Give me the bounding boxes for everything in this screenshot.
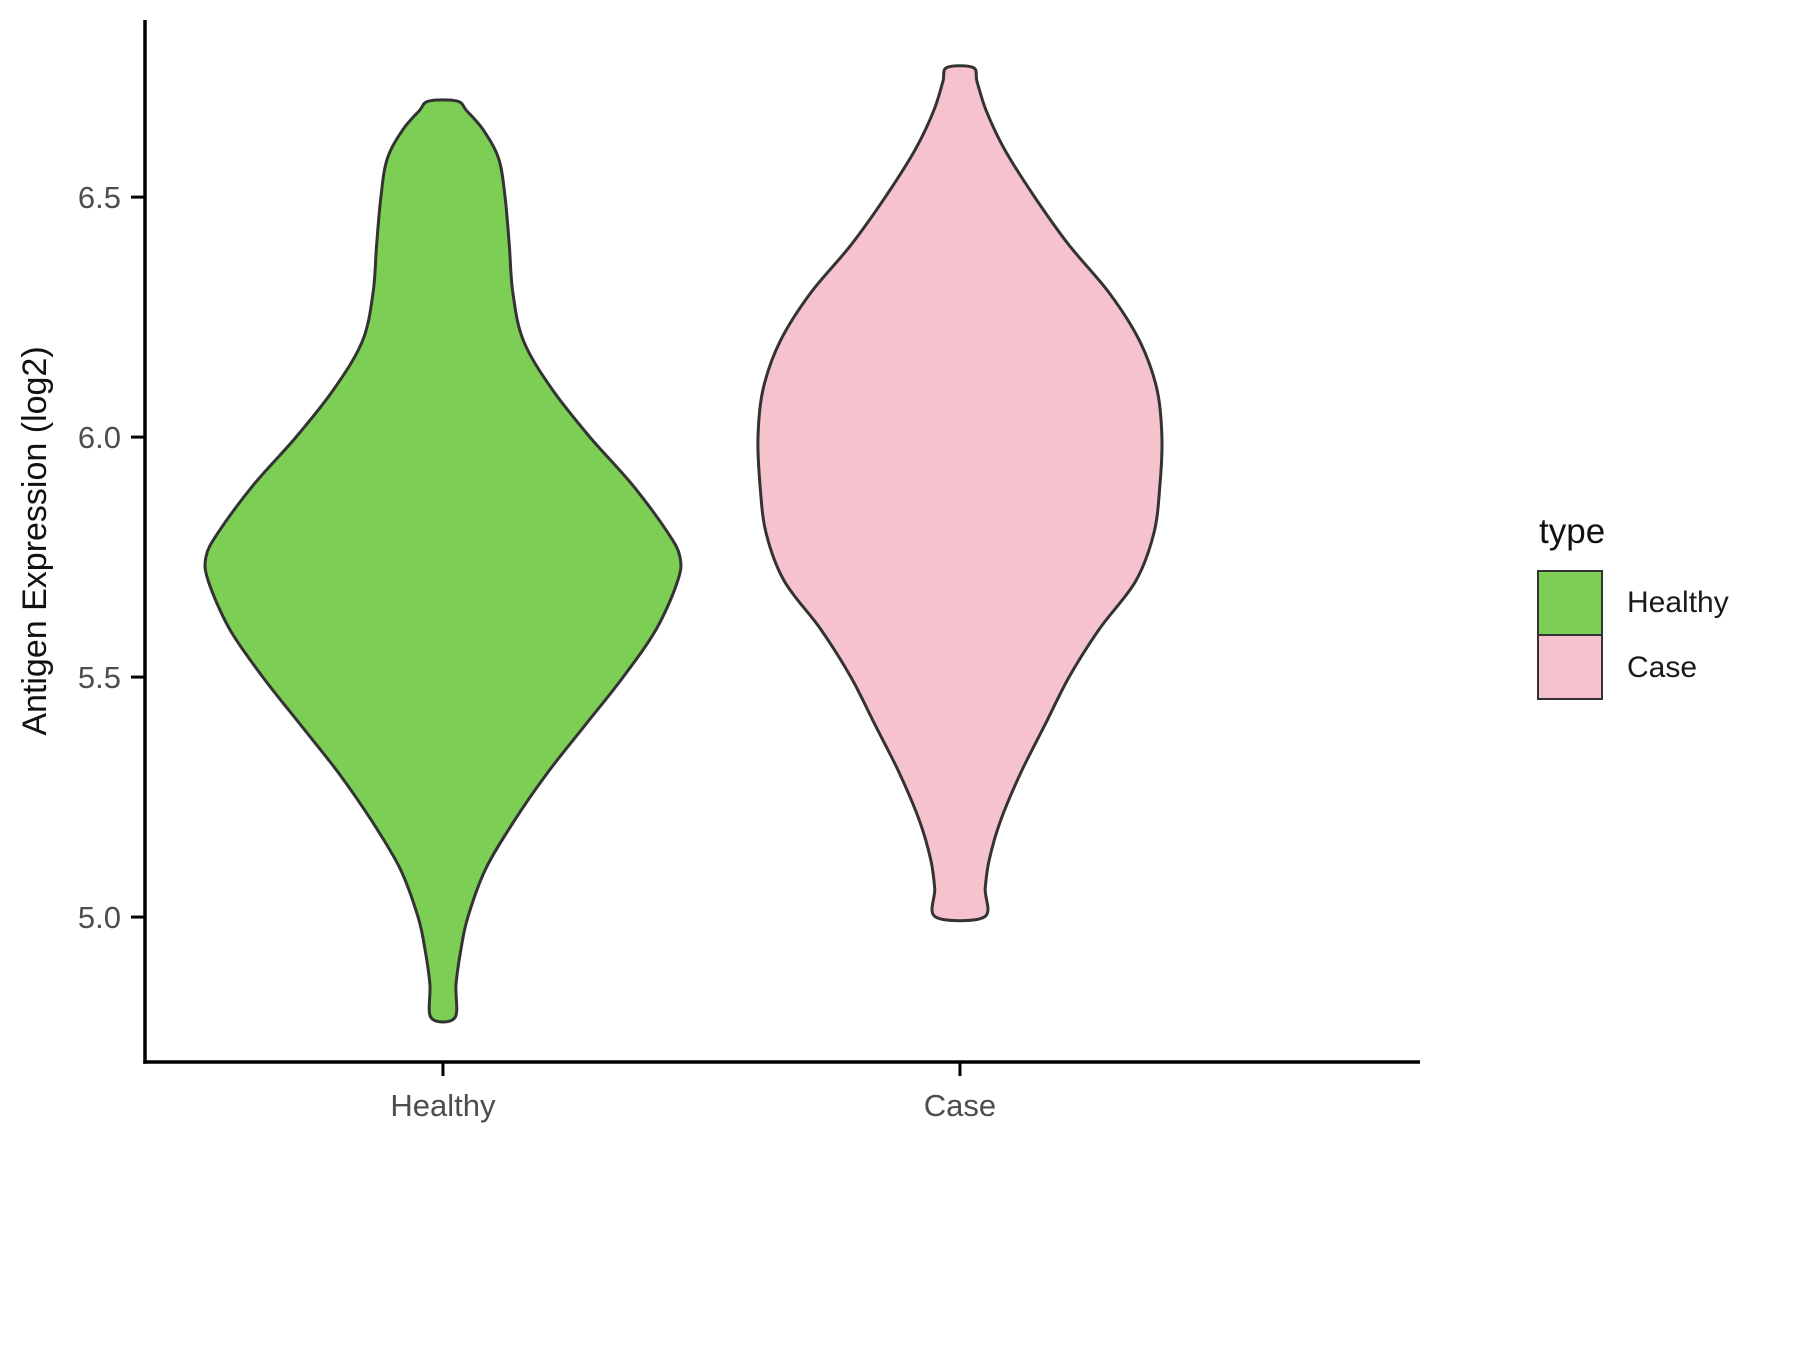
x-category-label: Case xyxy=(924,1088,996,1123)
legend-title: type xyxy=(1539,512,1606,551)
y-axis-title: Antigen Expression (log2) xyxy=(16,346,54,735)
violin-healthy xyxy=(203,98,683,1024)
legend-item-healthy: Healthy xyxy=(1537,570,1729,636)
legend-items: Healthy Case xyxy=(1537,570,1729,700)
x-category-label: Healthy xyxy=(390,1088,496,1123)
legend-key-healthy xyxy=(1537,570,1603,636)
legend-key-case xyxy=(1537,634,1603,700)
y-tick-label: 5.0 xyxy=(78,900,121,935)
y-tick-label: 5.5 xyxy=(78,660,121,695)
legend-label-case: Case xyxy=(1627,651,1698,684)
legend-label-healthy: Healthy xyxy=(1627,586,1729,619)
y-tick-label: 6.5 xyxy=(78,180,121,215)
y-tick-label: 6.0 xyxy=(78,420,121,455)
legend-item-case: Case xyxy=(1537,634,1729,700)
violin-case xyxy=(756,64,1164,923)
legend: type Healthy Case xyxy=(1537,512,1729,700)
